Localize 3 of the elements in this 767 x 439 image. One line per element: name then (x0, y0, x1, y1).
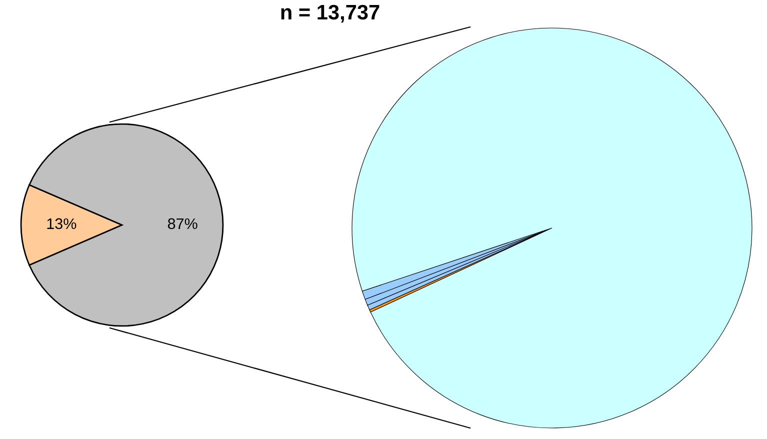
data-label: 13% (47, 218, 76, 230)
text: n = 13,737 (281, 4, 380, 23)
data-label: 87% (168, 218, 198, 230)
